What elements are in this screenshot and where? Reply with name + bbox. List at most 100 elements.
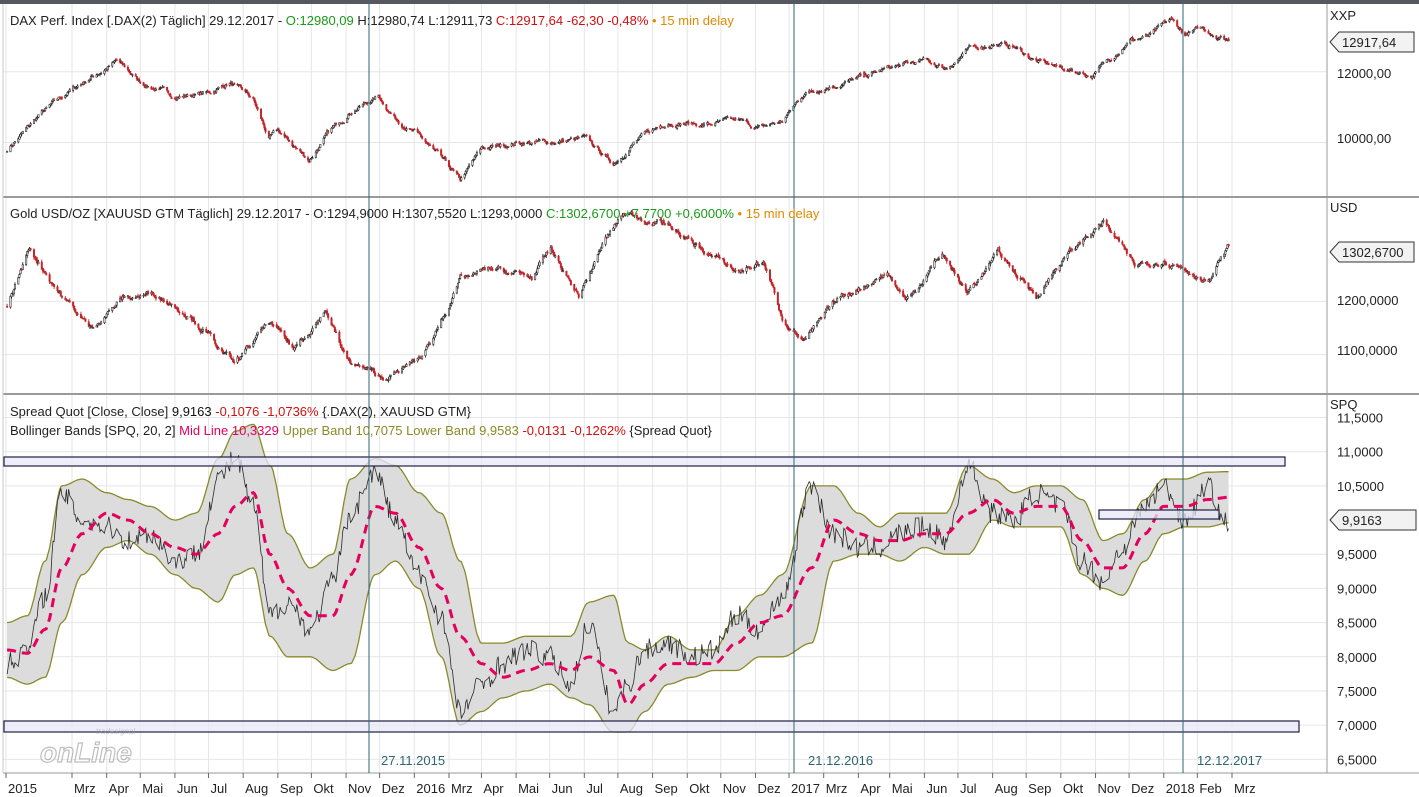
candle-body [772, 284, 775, 288]
time-axis[interactable]: 2015 Mrz Apr Mai Jun Jul Aug Sep Okt Nov Dez 2016 Mr… [5, 773, 1256, 796]
candle-body [1132, 259, 1135, 264]
candle-body [113, 306, 116, 309]
tradesignal-online-watermark: tradesignal onLine [39, 727, 135, 769]
candle-body [757, 264, 760, 266]
candle-body [90, 76, 93, 80]
candle-body [930, 266, 933, 269]
candle-body [1176, 20, 1179, 27]
spread-panel[interactable] [3, 423, 1300, 733]
candle-body [283, 330, 286, 337]
candle-body [280, 329, 283, 332]
support-zone-box[interactable] [3, 720, 1300, 733]
candle-body [534, 273, 537, 281]
candle-body [1107, 58, 1110, 61]
candle-body [424, 349, 427, 356]
candle-body [19, 133, 22, 138]
candle-body [958, 277, 961, 282]
candle-body [685, 122, 688, 126]
candle-body [1149, 33, 1152, 35]
candle-body [867, 74, 870, 78]
candle-body [996, 250, 999, 255]
candle-body [314, 151, 317, 158]
candle-body [670, 226, 673, 230]
candle-body [229, 354, 232, 359]
candle-body [597, 147, 600, 151]
candle-body [233, 83, 236, 85]
candle-body [311, 157, 314, 159]
candle-body [246, 91, 249, 94]
candle-body [763, 262, 766, 265]
candle-body [425, 346, 428, 350]
candle-body [339, 341, 342, 346]
candle-body [271, 132, 274, 135]
candle-body [468, 164, 471, 167]
resistance-zone-box[interactable] [3, 456, 1286, 467]
candle-body [695, 123, 698, 127]
bollinger-header-upper: Upper Band 10,7075 [279, 423, 403, 438]
candle-body [723, 258, 726, 263]
candle-body [515, 141, 518, 144]
candle-body [1105, 59, 1108, 63]
candle-body [875, 71, 878, 74]
candle-body [123, 64, 126, 68]
candle-body [865, 74, 868, 77]
spread-axis-tick: 7,5000 [1337, 684, 1377, 699]
dax-panel[interactable] [6, 15, 1230, 182]
spread-axis-tick: 6,5000 [1337, 752, 1377, 767]
candle-body [1047, 278, 1050, 283]
spread-quot-line[interactable] [6, 451, 1229, 720]
candle-body [170, 96, 173, 100]
candle-body [271, 321, 274, 326]
gold-candlesticks[interactable] [6, 209, 1230, 383]
right-axis[interactable]: XXP 12000,00 10000,00 12917,64 USD 1200,… [1329, 8, 1417, 767]
candle-body [6, 151, 9, 153]
candle-body [318, 147, 321, 151]
candle-body [1105, 219, 1108, 226]
candle-body [134, 74, 137, 77]
candle-body [255, 335, 258, 339]
candle-body [999, 252, 1002, 255]
candle-body [820, 317, 823, 319]
candle-body [513, 142, 516, 146]
bollinger-upper-band[interactable] [7, 423, 1229, 651]
candle-body [1219, 256, 1222, 261]
candle-body [45, 106, 48, 109]
candle-body [338, 331, 341, 343]
candle-body [645, 223, 648, 225]
candle-body [139, 295, 142, 298]
candle-body [1109, 227, 1112, 232]
recent-zone-box[interactable] [1098, 509, 1220, 520]
candle-body [330, 127, 333, 133]
candle-body [1000, 253, 1003, 259]
candle-body [643, 131, 646, 135]
candle-body [139, 81, 142, 84]
candle-body [1094, 228, 1097, 230]
candle-body [726, 263, 729, 266]
gold-panel[interactable] [6, 209, 1230, 383]
candle-body [577, 293, 580, 298]
candle-body [823, 311, 826, 318]
candle-body [867, 284, 870, 287]
candle-body [295, 147, 298, 150]
candle-body [183, 313, 186, 318]
candle-body [342, 349, 345, 352]
candle-body [1031, 289, 1034, 294]
candle-body [990, 45, 993, 49]
x-axis-label: Okt [689, 781, 710, 796]
candle-body [1185, 269, 1188, 272]
candle-body [60, 295, 63, 298]
candle-body [1211, 35, 1214, 38]
candle-body [717, 121, 720, 123]
candle-body [1043, 287, 1046, 294]
candle-body [724, 262, 727, 265]
candle-body [722, 118, 725, 121]
bollinger-mid-line[interactable] [6, 491, 1229, 707]
candle-body [26, 251, 29, 256]
candle-body [68, 89, 71, 92]
candle-body [1093, 228, 1096, 233]
candle-body [748, 124, 751, 127]
candle-body [1133, 263, 1136, 267]
dax-candlesticks[interactable] [6, 15, 1230, 182]
candle-body [230, 81, 233, 86]
